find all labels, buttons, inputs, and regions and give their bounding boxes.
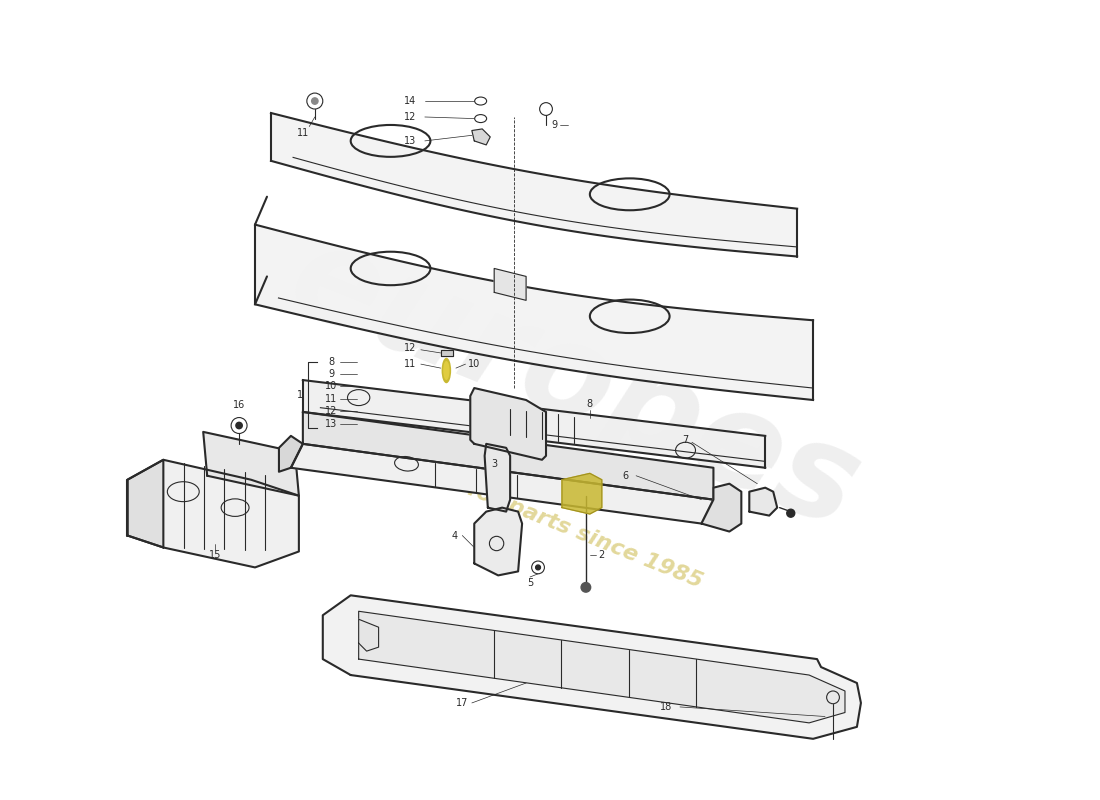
Text: 5: 5 (527, 578, 534, 588)
Polygon shape (494, 269, 526, 300)
Polygon shape (441, 350, 453, 356)
Text: 7: 7 (682, 435, 689, 445)
Circle shape (311, 98, 318, 104)
Polygon shape (204, 432, 299, 496)
Text: 2: 2 (598, 550, 605, 561)
Polygon shape (255, 225, 813, 400)
Polygon shape (359, 619, 378, 651)
Polygon shape (128, 460, 299, 567)
Polygon shape (471, 388, 546, 460)
Text: 10: 10 (469, 359, 481, 369)
Text: 11: 11 (326, 394, 338, 404)
Circle shape (786, 510, 794, 517)
Text: 11: 11 (297, 128, 309, 138)
Text: 13: 13 (405, 136, 417, 146)
Text: 6: 6 (623, 470, 629, 481)
Text: a passion for parts since 1985: a passion for parts since 1985 (346, 431, 705, 592)
Polygon shape (279, 436, 302, 472)
Polygon shape (474, 508, 522, 575)
Text: 9: 9 (329, 369, 334, 379)
Polygon shape (302, 380, 766, 468)
Text: 12: 12 (405, 112, 417, 122)
Polygon shape (290, 444, 714, 523)
Text: 18: 18 (660, 702, 672, 712)
Polygon shape (702, 484, 741, 531)
Polygon shape (271, 113, 798, 257)
Text: 8: 8 (586, 399, 593, 409)
Text: 13: 13 (326, 418, 338, 429)
Ellipse shape (441, 358, 451, 383)
Text: 12: 12 (326, 406, 338, 416)
Text: 16: 16 (233, 400, 245, 410)
Text: 4: 4 (451, 530, 458, 541)
Text: 1: 1 (297, 390, 302, 400)
Polygon shape (128, 460, 163, 547)
Text: europes: europes (271, 213, 877, 556)
Circle shape (581, 582, 591, 592)
Text: 17: 17 (456, 698, 469, 708)
Polygon shape (749, 488, 778, 515)
Text: 10: 10 (326, 382, 338, 391)
Text: 9: 9 (551, 120, 557, 130)
Text: 15: 15 (209, 550, 221, 561)
Polygon shape (562, 474, 602, 514)
Polygon shape (472, 129, 491, 145)
Text: 8: 8 (329, 357, 334, 366)
Polygon shape (322, 595, 861, 739)
Text: 11: 11 (405, 359, 417, 369)
Polygon shape (359, 611, 845, 723)
Text: 14: 14 (405, 96, 417, 106)
Polygon shape (302, 412, 714, 500)
Circle shape (235, 422, 242, 429)
Circle shape (536, 565, 540, 570)
Text: 3: 3 (491, 458, 497, 469)
Ellipse shape (443, 361, 450, 380)
Text: 12: 12 (405, 343, 417, 353)
Polygon shape (485, 444, 510, 512)
